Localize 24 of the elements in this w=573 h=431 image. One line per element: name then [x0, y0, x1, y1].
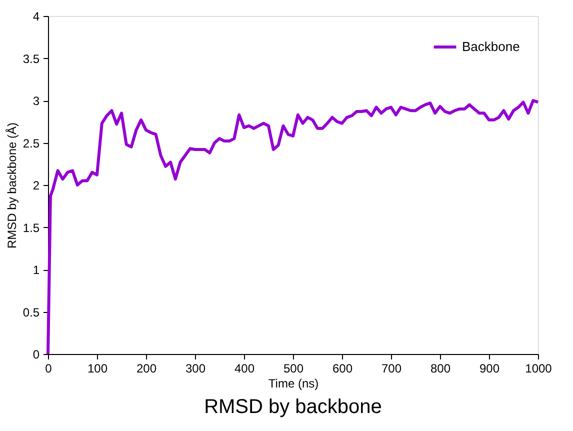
y-tick-label: 2.5 — [22, 136, 40, 150]
x-tick-label: 900 — [479, 362, 500, 376]
x-axis-title: Time (ns) — [268, 376, 319, 390]
y-tick-label: 3.5 — [22, 52, 40, 66]
y-tick-label: 2 — [32, 178, 40, 192]
y-axis-title: RMSD by backbone (Å) — [4, 122, 19, 249]
legend-label: Backbone — [462, 39, 520, 54]
x-tick-label: 1000 — [525, 362, 552, 376]
x-tick-label: 700 — [381, 362, 402, 376]
x-tick-label: 800 — [430, 362, 451, 376]
y-tick-label: 0 — [32, 348, 40, 362]
y-tick-label: 0.5 — [22, 305, 40, 320]
x-tick-label: 600 — [332, 362, 353, 376]
x-tick-label: 500 — [283, 362, 304, 376]
y-tick-label: 1 — [32, 263, 40, 277]
y-tick-label: 4 — [32, 10, 40, 24]
text: RMSD by backbone — [204, 396, 382, 418]
x-tick-label: 300 — [185, 362, 206, 376]
x-tick-label: 100 — [87, 362, 108, 376]
x-tick-label: 200 — [136, 362, 157, 376]
x-tick-label: 400 — [234, 362, 255, 376]
y-tick-label: 1.5 — [22, 220, 40, 235]
y-tick-label: 3 — [32, 94, 40, 108]
x-tick-label: 0 — [45, 362, 52, 376]
